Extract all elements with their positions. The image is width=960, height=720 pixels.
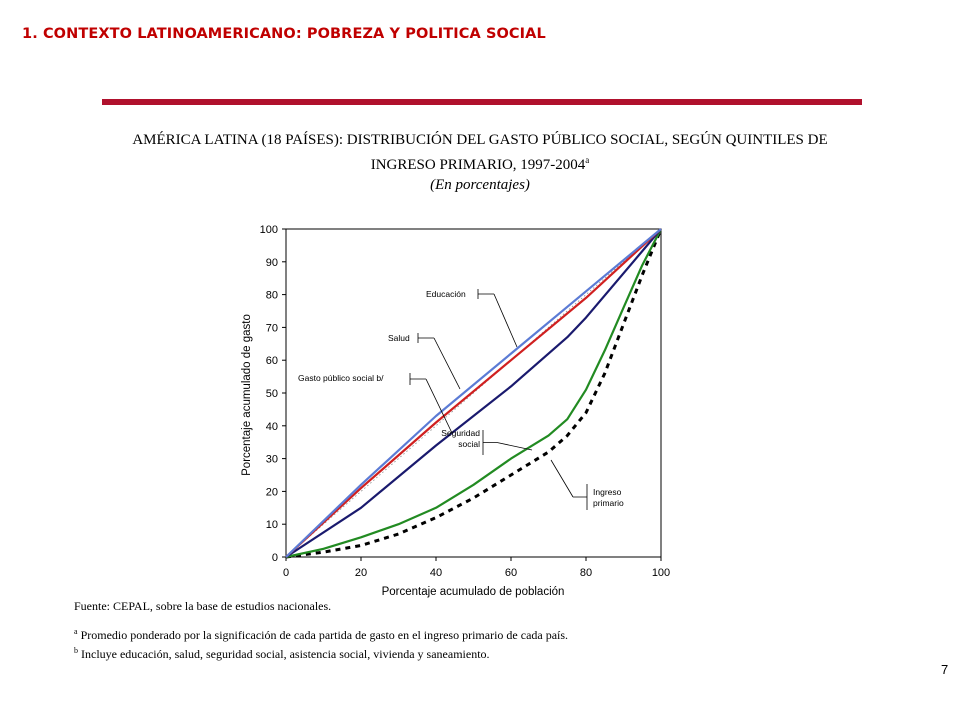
- note-b: b Incluye educación, salud, seguridad so…: [74, 646, 490, 661]
- annotation-label: Salud: [388, 333, 410, 343]
- annotation-leader: [496, 442, 533, 451]
- annotation-label: Educación: [426, 289, 466, 299]
- footnotes: Fuente: CEPAL, sobre la base de estudios…: [74, 599, 568, 662]
- x-tick-label: 20: [355, 567, 367, 579]
- annotation-leader: [550, 459, 574, 498]
- chart-title-line1: AMÉRICA LATINA (18 PAÍSES): DISTRIBUCIÓN…: [132, 132, 828, 148]
- series-line-gasto-publico-social-b: [285, 228, 662, 558]
- y-tick-label: 20: [266, 486, 278, 498]
- equality-line: [285, 228, 662, 558]
- annotation-bracket: [409, 373, 426, 385]
- x-tick-label: 100: [652, 567, 670, 579]
- annotation-label: primario: [593, 498, 624, 508]
- y-tick-label: 30: [266, 454, 278, 466]
- annotation-label: Ingreso: [593, 487, 622, 497]
- y-tick-label: 70: [266, 322, 278, 334]
- section-title: 1. CONTEXTO LATINOAMERICANO: POBREZA Y P…: [22, 26, 546, 42]
- page-number: 7: [941, 662, 949, 677]
- y-tick-label: 10: [266, 519, 278, 531]
- annotation-bracket: [477, 289, 494, 299]
- annotation-label: Gasto público social b/: [298, 373, 384, 383]
- chart-subtitle: (En porcentajes): [430, 177, 530, 193]
- x-axis-label: Porcentaje acumulado de población: [382, 586, 565, 598]
- x-tick-label: 0: [283, 567, 289, 579]
- y-axis-label: Porcentaje acumulado de gasto: [241, 314, 253, 476]
- annotation-educacion: Educación: [426, 289, 518, 348]
- note-a: a Promedio ponderado por la significació…: [74, 627, 569, 642]
- chart-axes: 0 10 20 30 40 50 60 70 80 90 100 0 20 40 60 80 100: [260, 224, 671, 579]
- annotation-leader: [493, 293, 518, 348]
- source-note: Fuente: CEPAL, sobre la base de estudios…: [74, 599, 332, 613]
- series-line-educacion: [285, 228, 662, 558]
- annotation-leader: [433, 337, 461, 390]
- annotation-leader: [425, 378, 453, 434]
- y-tick-label: 60: [266, 355, 278, 367]
- y-tick-label: 100: [260, 224, 278, 236]
- x-tick-label: 40: [430, 567, 442, 579]
- x-tick-label: 60: [505, 567, 517, 579]
- series-line-salud: [285, 228, 662, 558]
- annotation-bracket: [573, 484, 588, 510]
- annotation-label: Seguridad: [441, 428, 480, 438]
- y-tick-label: 50: [266, 388, 278, 400]
- chart-title-sup: a: [585, 155, 590, 165]
- annotation-bracket: [417, 333, 434, 343]
- x-tick-label: 80: [580, 567, 592, 579]
- series-line-ingreso-primario: [285, 228, 663, 559]
- annotation-salud: Salud: [388, 333, 461, 390]
- annotation-label: social: [458, 439, 480, 449]
- annotation-layer: Educación Salud Gasto público social b/Seg…: [298, 289, 624, 510]
- chart-title: AMÉRICA LATINA (18 PAÍSES): DISTRIBUCIÓN…: [60, 130, 900, 195]
- y-tick-label: 0: [272, 552, 278, 564]
- series-line-seguridad-social: [285, 228, 662, 559]
- annotation-gasto-publico-social-b: Gasto público social b/: [298, 373, 453, 434]
- y-tick-label: 90: [266, 257, 278, 269]
- annotation-bracket: [482, 430, 497, 455]
- series-layer: [285, 228, 663, 559]
- title-rule: [102, 99, 862, 105]
- y-tick-label: 40: [266, 421, 278, 433]
- chart-title-line2: INGRESO PRIMARIO, 1997-2004: [370, 157, 586, 173]
- y-tick-label: 80: [266, 290, 278, 302]
